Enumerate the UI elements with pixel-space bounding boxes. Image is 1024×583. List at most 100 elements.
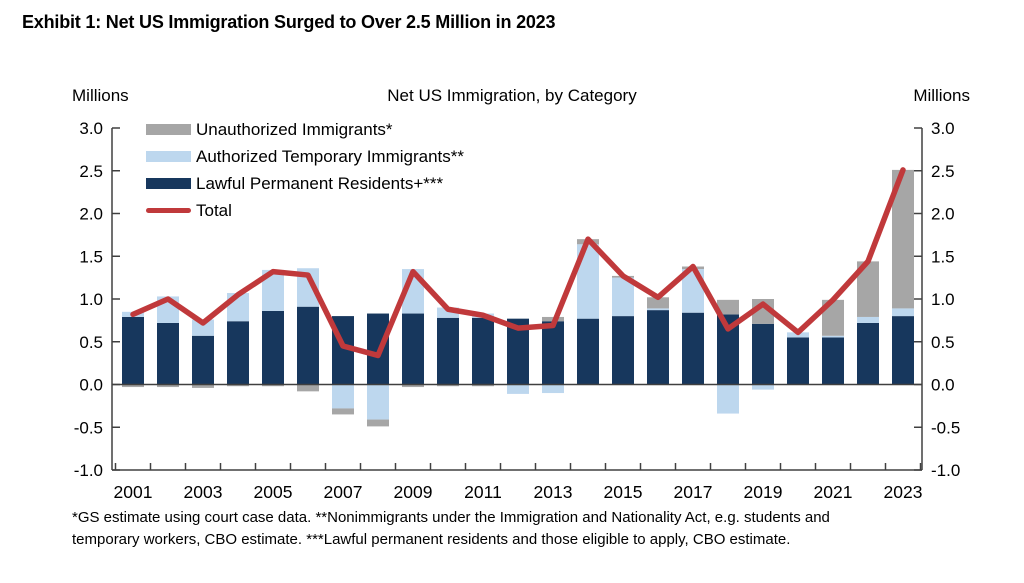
legend-item-unauthorized: Unauthorized Immigrants* <box>146 116 464 143</box>
bar-segment <box>892 308 914 317</box>
bar-segment <box>437 307 459 318</box>
bar-segment <box>647 308 669 311</box>
bar-segment <box>647 310 669 385</box>
y-axis-label-left: 2.0 <box>79 205 103 224</box>
lawful-permanent-swatch-icon <box>146 178 191 189</box>
y-tick-labels: -1.0 -1.0 -0.5 -0.5 0.0 0.0 0.5 0.5 1.0 1.0 1.5 1.5… <box>74 119 961 480</box>
bar-segment <box>542 321 564 385</box>
bar-segment <box>787 337 809 385</box>
y-axis-label-left: 1.5 <box>79 247 103 266</box>
unauthorized-swatch-icon <box>146 124 191 135</box>
bar-segment <box>262 384 284 387</box>
bar-segment <box>367 419 389 427</box>
y-axis-label-right: -0.5 <box>931 418 960 437</box>
left-axis-units-label: Millions <box>72 86 129 105</box>
bar-segment <box>192 335 214 385</box>
legend-label: Unauthorized Immigrants* <box>196 119 393 139</box>
bar-segment <box>857 322 879 385</box>
x-tick-labels: 2001 2003 2005 2007 2009 2011 2013 2015 2017 2019… <box>114 482 923 502</box>
bar-segment <box>297 268 319 307</box>
bar-segment <box>822 335 844 338</box>
bar-segment <box>892 169 914 309</box>
bar-segment <box>577 244 599 319</box>
chart-footnote: *GS estimate using court case data. **No… <box>72 507 830 551</box>
bar-segment <box>577 318 599 385</box>
bar-segment <box>892 316 914 385</box>
y-axis-label-left: 3.0 <box>79 119 103 138</box>
legend-label: Total <box>196 200 232 220</box>
bar-segment <box>472 384 494 387</box>
x-axis-label: 2011 <box>464 482 502 502</box>
bar-segment <box>297 306 319 385</box>
bar-segment <box>297 384 319 392</box>
exhibit-title: Exhibit 1: Net US Immigration Surged to … <box>22 12 556 32</box>
bar-segment <box>717 299 739 315</box>
bar-segment <box>857 261 879 317</box>
y-axis-label-left: 2.5 <box>79 162 103 181</box>
bar-segment <box>192 319 214 336</box>
chart-title: Net US Immigration, by Category <box>387 86 637 105</box>
bar-segment <box>262 310 284 385</box>
bar-segment <box>332 384 354 409</box>
bar-segment <box>402 313 424 385</box>
bar-segment <box>647 297 669 309</box>
y-axis-label-left: 0.5 <box>79 333 103 352</box>
total-line-swatch-icon <box>146 208 191 213</box>
axes-group <box>111 127 923 471</box>
bar-segment <box>717 384 739 414</box>
x-axis-label: 2001 <box>114 482 153 502</box>
x-axis-label: 2017 <box>674 482 713 502</box>
right-axis-units-label: Millions <box>913 86 970 105</box>
x-axis-label: 2019 <box>744 482 783 502</box>
total-line <box>130 167 906 359</box>
bar-segment <box>717 314 739 385</box>
bar-segment <box>472 317 494 385</box>
x-axis-label: 2003 <box>184 482 223 502</box>
bar-segment <box>262 269 284 311</box>
x-axis-label: 2023 <box>884 482 923 502</box>
y-axis-label-left: -0.5 <box>74 418 103 437</box>
bar-segment <box>752 384 774 390</box>
x-axis-label: 2021 <box>814 482 853 502</box>
bar-segment <box>122 316 144 385</box>
bar-segment <box>227 384 249 387</box>
bar-segment <box>507 384 529 394</box>
y-axis-label-right: 0.0 <box>931 376 955 395</box>
chart-legend: Unauthorized Immigrants* Authorized Temp… <box>146 116 464 224</box>
y-axis-label-right: 2.5 <box>931 162 955 181</box>
bar-segment <box>157 322 179 385</box>
x-axis-label: 2013 <box>534 482 573 502</box>
y-axis-label-right: 2.0 <box>931 205 955 224</box>
bar-segment <box>157 384 179 388</box>
bar-segment <box>367 384 389 420</box>
bar-segment <box>752 323 774 385</box>
bar-segment <box>822 299 844 336</box>
bar-segment <box>542 384 564 394</box>
y-axis-label-left: -1.0 <box>74 461 103 480</box>
bar-segment <box>682 312 704 385</box>
bar-segment <box>402 384 424 388</box>
bar-segment <box>507 318 529 385</box>
bar-segment <box>857 316 879 323</box>
y-axis-label-right: 0.5 <box>931 333 955 352</box>
y-axis-label-right: 1.5 <box>931 247 955 266</box>
y-axis-label-right: 1.0 <box>931 290 955 309</box>
x-axis-label: 2009 <box>394 482 433 502</box>
y-axis-label-left: 1.0 <box>79 290 103 309</box>
legend-item-total: Total <box>146 197 464 224</box>
x-axis-label: 2015 <box>604 482 643 502</box>
bar-segment <box>437 384 459 387</box>
authorized-temporary-swatch-icon <box>146 151 191 162</box>
footnote-line-2: temporary workers, CBO estimate. ***Lawf… <box>72 531 791 548</box>
bar-segment <box>437 317 459 385</box>
x-axis-label: 2007 <box>324 482 363 502</box>
y-axis-label-right: -1.0 <box>931 461 960 480</box>
legend-item-authorized-temporary: Authorized Temporary Immigrants** <box>146 143 464 170</box>
legend-item-lawful-permanent: Lawful Permanent Residents+*** <box>146 170 464 197</box>
x-axis-label: 2005 <box>254 482 293 502</box>
y-axis-label-left: 0.0 <box>79 376 103 395</box>
bar-segment <box>227 321 249 385</box>
footnote-line-1: *GS estimate using court case data. **No… <box>72 509 830 526</box>
bars-group <box>122 169 914 427</box>
